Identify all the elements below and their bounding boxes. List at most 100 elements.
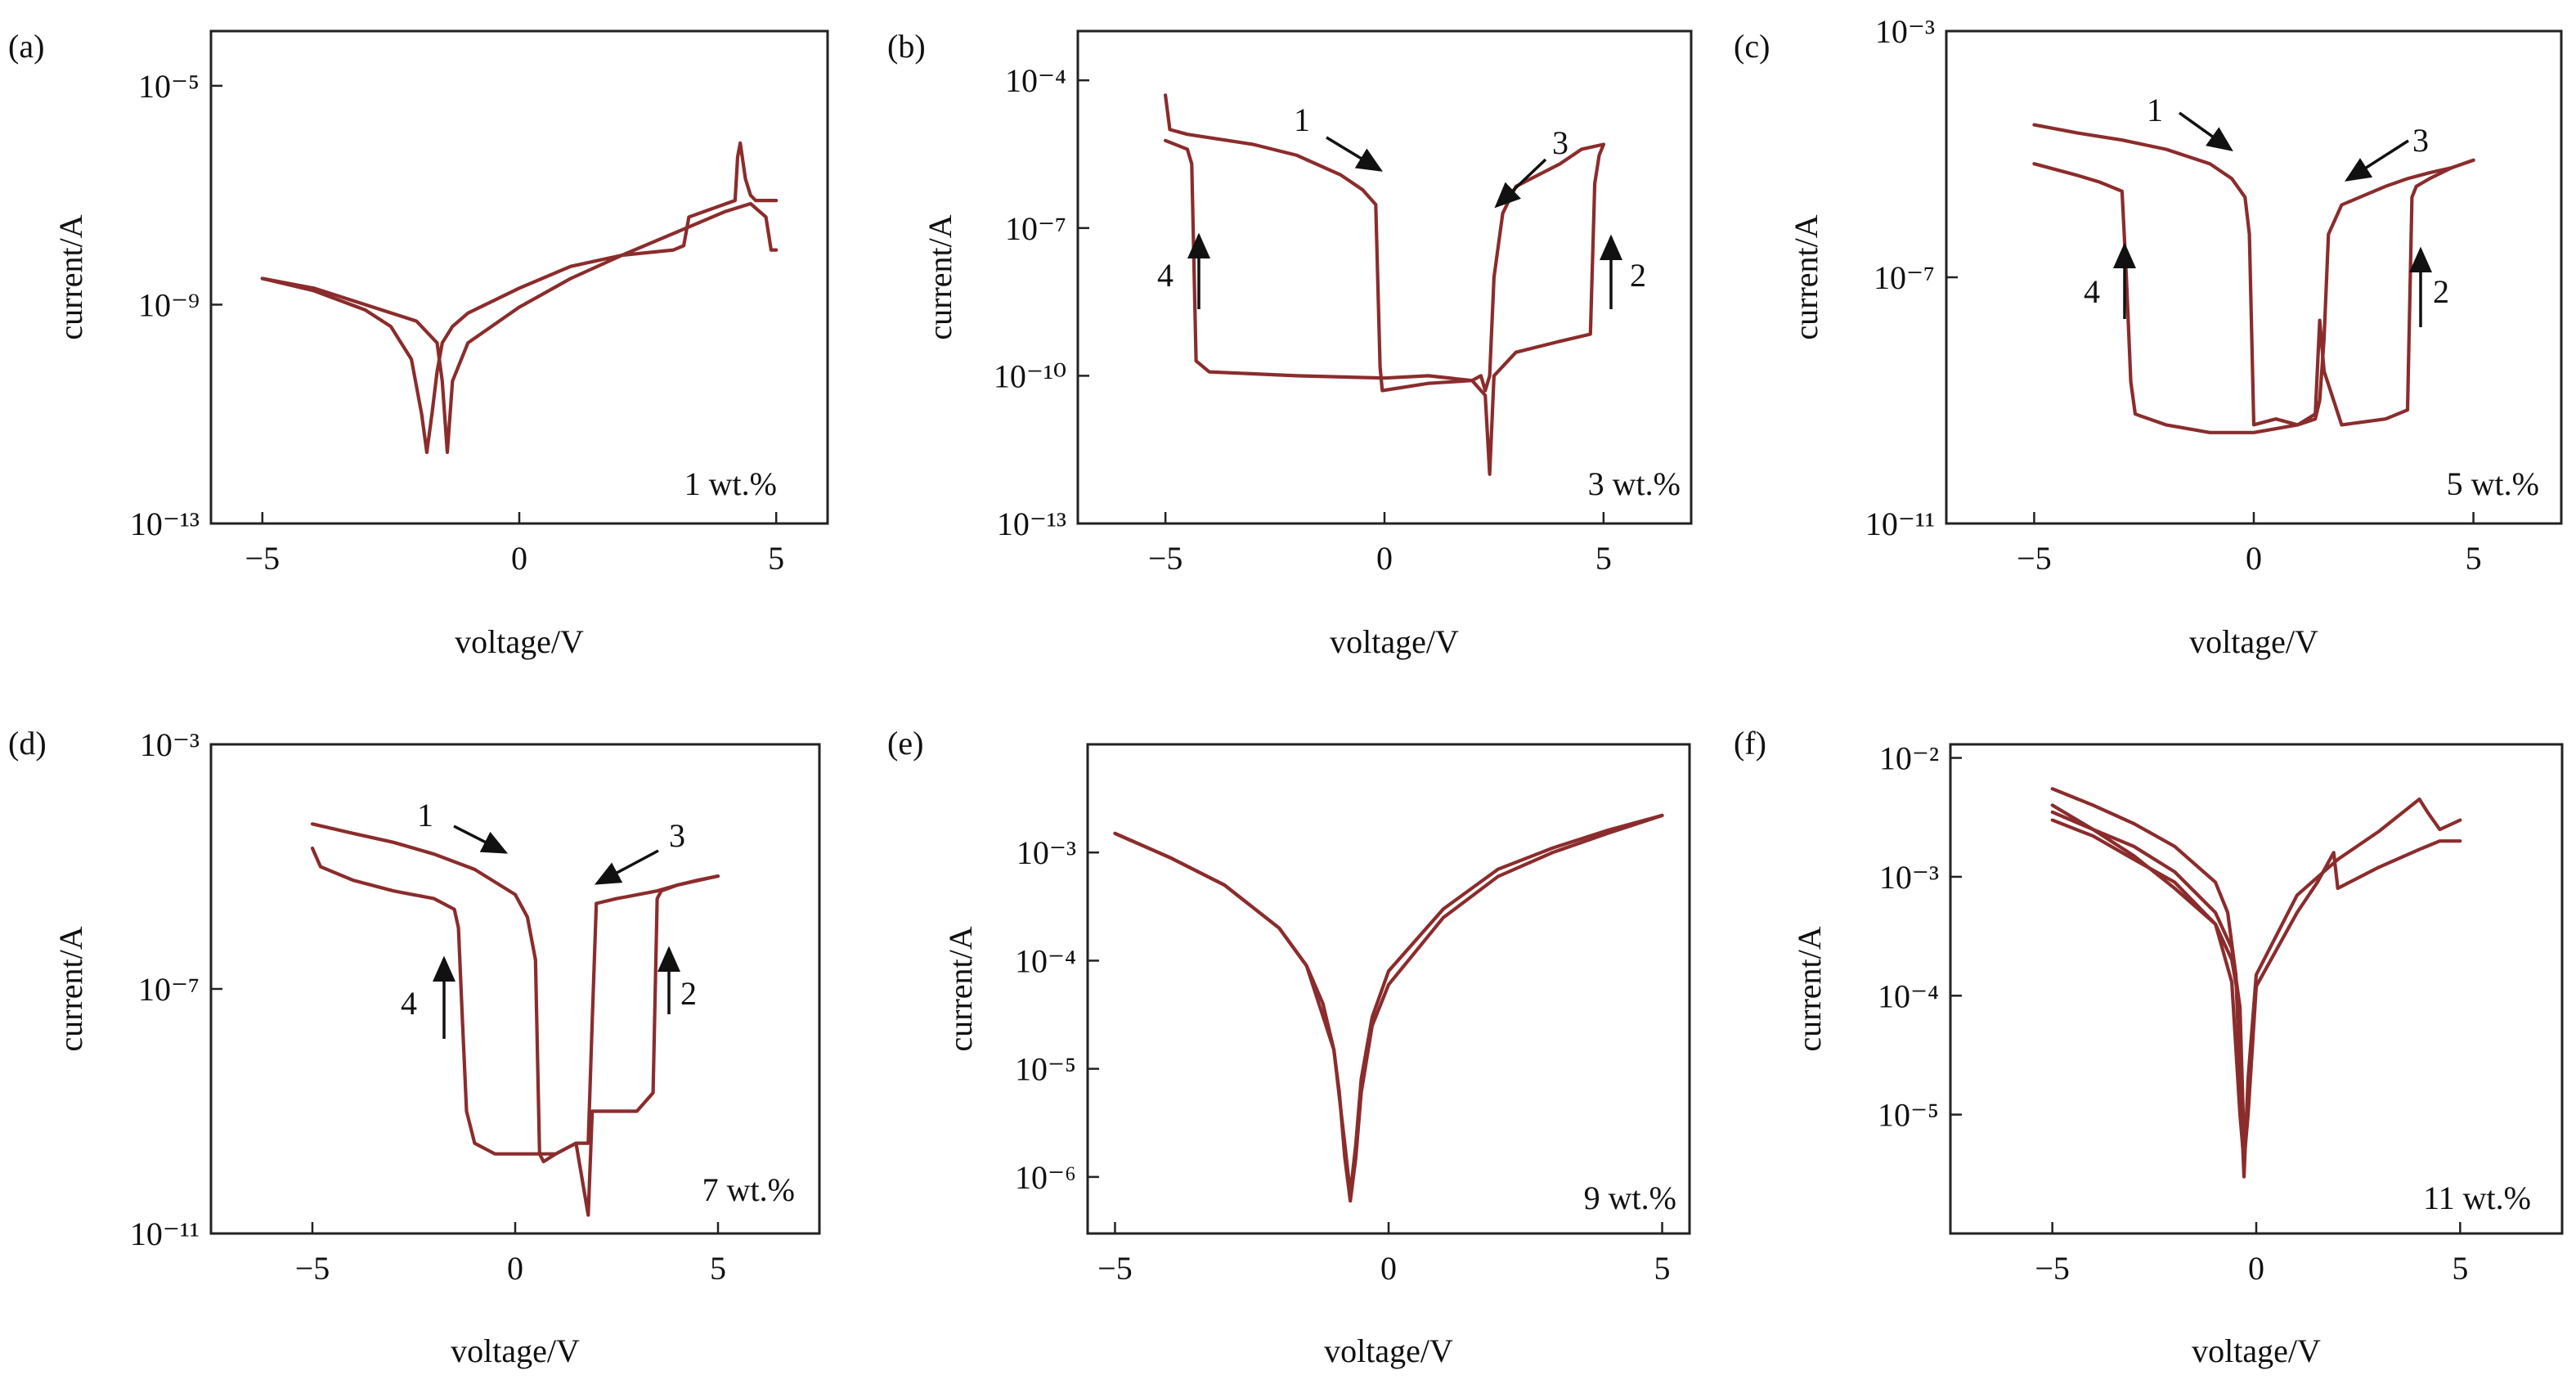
x-tick-label: 0 (1380, 1250, 1397, 1287)
y-tick-label: 10⁻⁴ (1005, 62, 1066, 99)
panel-label: (f) (1734, 725, 1766, 762)
concentration-label: 7 wt.% (702, 1171, 795, 1208)
iv-sweep-line-2 (2050, 803, 2462, 1164)
x-tick-label: −5 (1097, 1250, 1133, 1287)
panel-label: (e) (887, 725, 923, 762)
y-tick-label: 10⁻⁹ (138, 286, 200, 323)
sweep-arrow-label-1: 1 (1294, 101, 1310, 138)
sweep-arrow-label-2: 2 (680, 975, 697, 1012)
y-tick-label: 10⁻³ (1875, 13, 1935, 50)
y-tick-label: 10⁻³ (140, 726, 200, 763)
sweep-arrow-label-2: 2 (1630, 257, 1646, 294)
iv-curves (260, 141, 779, 455)
axis-ticks: −5 0 5 10⁻⁵ 10⁻⁴ 10⁻³ 10⁻² (1878, 740, 2468, 1287)
y-axis-label: current/A (1788, 214, 1824, 339)
x-tick-label: −5 (245, 540, 280, 577)
y-tick-label: 10⁻⁷ (1874, 259, 1935, 296)
panel-label: (d) (8, 725, 47, 762)
y-axis-label: current/A (922, 214, 958, 339)
plot-frame (1945, 29, 2563, 525)
y-tick-label: 10⁻⁶ (1015, 1159, 1076, 1196)
panel-d: (d) −5 0 5 10⁻¹¹ 10⁻⁷ 10⁻³ current/A voltage/… (8, 725, 821, 1369)
x-tick-label: 0 (1376, 540, 1393, 577)
sweep-arrow-label-3: 3 (2412, 122, 2429, 159)
sweep-arrow-label-4: 4 (2084, 273, 2100, 310)
sweep-arrow-1 (2178, 111, 2233, 152)
x-axis-label: voltage/V (455, 623, 584, 660)
iv-curves (310, 822, 720, 1217)
y-tick-label: 10⁻¹¹ (130, 1215, 200, 1252)
iv-sweep-line-2 (2032, 158, 2475, 434)
x-tick-label: −5 (1148, 540, 1183, 577)
x-tick-label: 0 (2246, 540, 2262, 577)
sweep-arrow-3 (2345, 139, 2409, 182)
y-tick-label: 10⁻¹³ (130, 506, 200, 542)
y-tick-label: 10⁻³ (1016, 834, 1076, 871)
y-tick-label: 10⁻⁵ (138, 68, 200, 105)
sweep-arrow-3 (594, 849, 659, 885)
y-axis-label: current/A (52, 926, 89, 1051)
iv-curves (1163, 93, 1606, 476)
y-tick-label: 10⁻¹¹ (1865, 506, 1935, 542)
plot-frame (209, 743, 821, 1235)
iv-sweep-line-2 (1163, 138, 1606, 393)
concentration-label: 5 wt.% (2447, 465, 2539, 502)
panel-e: (e) −5 0 5 10⁻⁶ 10⁻⁵ 10⁻⁴ 10⁻³ current/A volta… (887, 725, 1691, 1369)
x-tick-label: −5 (2017, 540, 2052, 577)
concentration-label: 11 wt.% (2423, 1180, 2531, 1216)
sweep-arrow-1 (1326, 136, 1383, 172)
axis-ticks: −5 0 5 10⁻⁶ 10⁻⁵ 10⁻⁴ 10⁻³ (1015, 834, 1671, 1287)
sweep-arrow-label-1: 1 (417, 797, 433, 834)
sweep-arrow-label-2: 2 (2433, 273, 2449, 310)
concentration-label: 9 wt.% (1584, 1180, 1676, 1216)
sweep-arrow-label-4: 4 (1157, 257, 1174, 294)
x-tick-label: 5 (710, 1250, 726, 1287)
axis-ticks: −5 0 5 10⁻¹³ 10⁻¹⁰ 10⁻⁷ 10⁻⁴ (994, 62, 1612, 577)
x-tick-label: 5 (2466, 540, 2482, 577)
concentration-label: 3 wt.% (1588, 465, 1681, 502)
x-axis-label: voltage/V (1324, 1332, 1453, 1369)
axis-ticks: −5 0 5 10⁻¹³ 10⁻⁹ 10⁻⁵ (130, 68, 784, 577)
sweep-arrow-label-3: 3 (669, 817, 685, 854)
panel-label: (c) (1734, 28, 1770, 65)
axis-ticks: −5 0 5 10⁻¹¹ 10⁻⁷ 10⁻³ (130, 726, 726, 1287)
x-tick-label: 5 (1595, 540, 1612, 577)
x-axis-label: voltage/V (451, 1332, 580, 1369)
x-tick-label: 5 (768, 540, 784, 577)
iv-sweep-line-1 (2032, 123, 2475, 427)
panel-label: (a) (8, 28, 44, 65)
sweep-arrow-3 (1494, 158, 1547, 209)
concentration-label: 1 wt.% (684, 465, 777, 502)
iv-sweep-line-1 (1163, 93, 1606, 476)
iv-sweep-line-2 (310, 846, 720, 1156)
panel-b: (b) −5 0 5 10⁻¹³ 10⁻¹⁰ 10⁻⁷ 10⁻⁴ current/A vol… (887, 28, 1693, 660)
x-axis-label: voltage/V (2189, 623, 2318, 660)
panel-c: (c) −5 0 5 10⁻¹¹ 10⁻⁷ 10⁻³ current/A voltage/… (1734, 13, 2563, 660)
y-axis-label: current/A (52, 214, 89, 339)
sweep-arrow-label-4: 4 (401, 985, 417, 1022)
y-tick-label: 10⁻⁵ (1878, 1097, 1939, 1134)
iv-curves (1113, 813, 1664, 1203)
axis-ticks: −5 0 5 10⁻¹¹ 10⁻⁷ 10⁻³ (1865, 13, 2482, 577)
iv-curves (2032, 123, 2475, 434)
sweep-arrows: 1 3 4 2 (2084, 92, 2449, 327)
y-tick-label: 10⁻² (1879, 740, 1939, 777)
iv-sweep-line-1 (310, 822, 720, 1217)
x-tick-label: 5 (1654, 1250, 1671, 1287)
x-axis-label: voltage/V (1330, 623, 1459, 660)
sweep-arrow-label-1: 1 (2147, 92, 2163, 128)
iv-curves (2050, 787, 2462, 1179)
y-tick-label: 10⁻⁷ (1005, 210, 1066, 247)
x-tick-label: 5 (2452, 1250, 2468, 1287)
panel-label: (b) (887, 28, 926, 65)
y-tick-label: 10⁻⁴ (1015, 942, 1076, 979)
iv-sweep-line-2 (260, 201, 779, 455)
x-tick-label: −5 (2035, 1250, 2070, 1287)
y-axis-label: current/A (942, 926, 979, 1051)
sweep-arrow-label-3: 3 (1552, 124, 1568, 161)
sweep-arrow-1 (453, 825, 509, 854)
x-tick-label: 0 (507, 1250, 523, 1287)
sweep-arrows: 1 3 4 2 (401, 797, 697, 1039)
y-tick-label: 10⁻¹³ (997, 506, 1066, 542)
